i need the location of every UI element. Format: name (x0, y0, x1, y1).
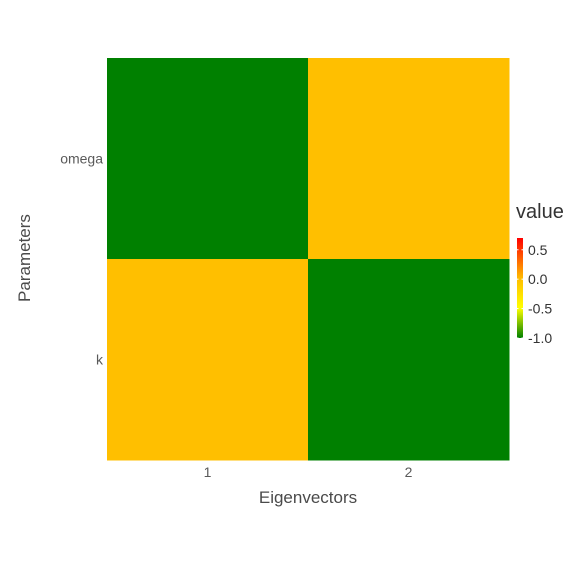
y-tick-labels: omega k (60, 151, 104, 368)
x-axis-title: Eigenvectors (259, 488, 357, 507)
y-tick-label: k (96, 352, 104, 368)
legend: value 0.5 0.0 -0.5 -1.0 (516, 201, 564, 346)
y-axis-title: Parameters (15, 214, 34, 302)
legend-tick-label: 0.5 (528, 242, 548, 258)
x-tick-label: 2 (405, 464, 413, 480)
heatmap-cells (107, 58, 510, 461)
legend-tick-label: -0.5 (528, 301, 552, 317)
legend-tick-label: 0.0 (528, 271, 548, 287)
heatmap-cell-omega-2 (308, 58, 510, 260)
y-tick-label: omega (60, 151, 103, 167)
x-tick-label: 1 (204, 464, 212, 480)
heatmap-cell-k-1 (107, 259, 309, 461)
legend-ticks: 0.5 0.0 -0.5 -1.0 (517, 242, 552, 346)
heatmap-cell-omega-1 (107, 58, 309, 260)
heatmap-cell-k-2 (308, 259, 510, 461)
legend-tick-label: -1.0 (528, 330, 552, 346)
legend-colorbar (517, 238, 523, 338)
legend-title: value (516, 201, 564, 223)
